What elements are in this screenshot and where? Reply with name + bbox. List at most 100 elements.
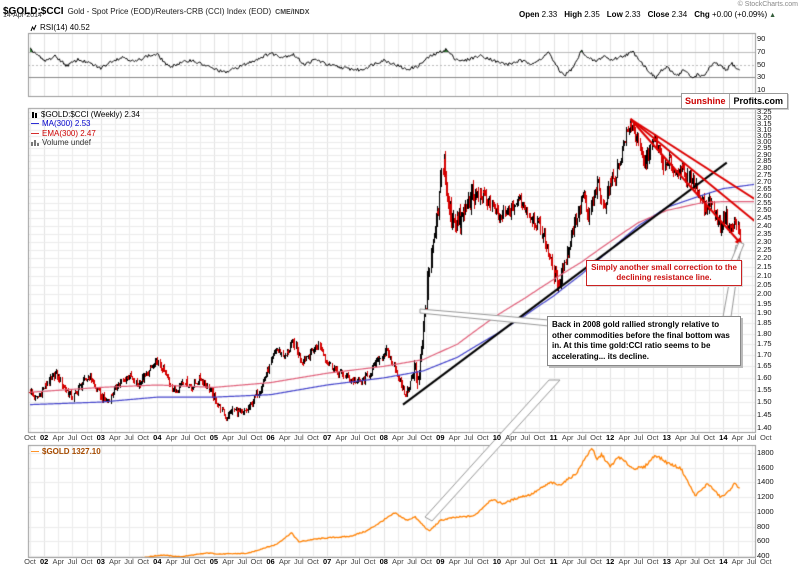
quote-low-label: Low bbox=[606, 10, 623, 19]
x-axis-label: Apr bbox=[505, 557, 517, 566]
gold-y-axis-label: 1800 bbox=[757, 448, 774, 457]
x-axis-label: Oct bbox=[420, 557, 433, 566]
x-axis-label: Oct bbox=[476, 557, 489, 566]
gold-y-axis-label: 800 bbox=[757, 521, 770, 531]
main-y-axis-label: 1.75 bbox=[757, 339, 772, 349]
x-axis-label: Oct bbox=[250, 557, 263, 566]
gold-y-axis-label: 1400 bbox=[757, 477, 774, 487]
x-axis-label: 14 bbox=[719, 557, 728, 566]
main-legend-label: EMA(300) 2.47 bbox=[42, 128, 96, 138]
x-axis-label: Oct bbox=[307, 557, 319, 566]
x-axis-label: Oct bbox=[193, 557, 206, 566]
x-axis-label: 08 bbox=[379, 433, 388, 442]
x-axis-label: Apr bbox=[392, 557, 404, 566]
main-y-axis-label: 2.25 bbox=[757, 244, 772, 254]
x-axis-label: Oct bbox=[759, 433, 772, 442]
main-y-axis-label: 1.85 bbox=[757, 318, 772, 328]
gold-y-axis-label: 1000 bbox=[757, 506, 774, 516]
x-axis-label: 03 bbox=[96, 433, 105, 442]
x-axis-label: Jul bbox=[237, 557, 248, 566]
x-axis-label: Jul bbox=[294, 557, 304, 566]
quote-chg-value: +0.00 (+0.09%) bbox=[709, 10, 768, 19]
x-axis-label: Jul bbox=[690, 433, 700, 442]
x-axis-label: Jul bbox=[577, 557, 587, 566]
x-axis-label: 07 bbox=[322, 433, 332, 442]
ohlc-quote-line: Open 2.33 High 2.35 Low 2.33 Close 2.34 Chg … bbox=[512, 10, 776, 19]
x-axis-label: Oct bbox=[646, 557, 659, 566]
x-axis-label: Apr bbox=[222, 557, 234, 566]
x-axis-label: Oct bbox=[363, 557, 376, 566]
x-axis-label: Jul bbox=[294, 433, 304, 442]
x-axis-label: Apr bbox=[109, 433, 121, 442]
gold-y-axis-label: 400 bbox=[757, 550, 770, 560]
x-axis-label: Apr bbox=[675, 557, 687, 566]
x-axis-label: 06 bbox=[266, 557, 275, 566]
main-legend-label: $GOLD:$CCI (Weekly) 2.34 bbox=[41, 110, 140, 119]
x-axis-label: Jul bbox=[690, 557, 700, 566]
x-axis-label: Oct bbox=[137, 433, 150, 442]
x-axis-label: Apr bbox=[731, 557, 744, 566]
main-y-axis-label: 2.05 bbox=[757, 279, 772, 289]
x-axis-label: Jul bbox=[124, 557, 134, 566]
gold-line-swatch-icon: — bbox=[31, 447, 39, 456]
x-axis-label: Apr bbox=[335, 557, 348, 566]
quote-chg-label: Chg bbox=[694, 10, 710, 19]
main-y-axis-label: 2.75 bbox=[757, 169, 772, 179]
main-legend-row: — MA(300) 2.53 bbox=[31, 119, 90, 128]
main-y-axis-label: 2.50 bbox=[757, 205, 772, 215]
x-axis-label: Apr bbox=[561, 433, 574, 442]
x-axis-label: Apr bbox=[675, 433, 687, 442]
x-axis-label: 14 bbox=[719, 433, 728, 442]
rsi-y-axis-label: 30 bbox=[757, 72, 766, 82]
volume-bars-icon bbox=[31, 139, 39, 146]
main-y-axis-label: 2.35 bbox=[757, 228, 772, 238]
x-axis-label: Apr bbox=[278, 557, 291, 566]
main-y-axis-label: 2.80 bbox=[757, 162, 772, 172]
x-axis-label: Oct bbox=[703, 557, 716, 566]
x-axis-label: Apr bbox=[561, 557, 574, 566]
change-up-arrow-icon: ▲ bbox=[767, 12, 776, 19]
quote-close-value: 2.34 bbox=[669, 10, 688, 19]
main-y-axis-label: 1.40 bbox=[757, 422, 772, 432]
x-axis-label: Jul bbox=[520, 433, 531, 442]
x-axis-label: Jul bbox=[407, 433, 417, 442]
main-y-axis-label: 2.30 bbox=[757, 236, 772, 246]
x-axis-label: Oct bbox=[646, 433, 659, 442]
x-axis-label: 04 bbox=[153, 557, 162, 566]
rsi-y-axis-label: 50 bbox=[757, 59, 766, 69]
x-axis-label: 02 bbox=[39, 557, 49, 566]
quote-high-label: High bbox=[564, 10, 582, 19]
x-axis-label: Oct bbox=[24, 433, 36, 442]
copyright: © StockCharts.com bbox=[737, 1, 798, 8]
x-axis-label: 05 bbox=[209, 433, 219, 442]
x-axis-label: 09 bbox=[436, 433, 445, 442]
x-axis-label: Jul bbox=[67, 557, 78, 566]
x-axis-label: Oct bbox=[590, 557, 602, 566]
quote-open-value: 2.33 bbox=[539, 10, 558, 19]
chart-date: 14-Apr-2014 bbox=[3, 12, 42, 19]
x-axis-label: Jul bbox=[520, 557, 531, 566]
main-y-axis-label: 2.15 bbox=[757, 262, 772, 272]
rsi-legend: RSI(14) 40.52 bbox=[30, 23, 90, 32]
x-axis-label: Jul bbox=[180, 433, 191, 442]
main-legend-row: $GOLD:$CCI (Weekly) 2.34 bbox=[31, 110, 140, 119]
x-axis-label: 12 bbox=[605, 557, 615, 566]
chart-header: $GOLD:$CCI Gold - Spot Price (EOD)/Reuter… bbox=[3, 1, 309, 19]
x-axis-label: Jul bbox=[124, 433, 134, 442]
x-axis-label: Apr bbox=[165, 433, 178, 442]
x-axis-label: Jul bbox=[350, 433, 361, 442]
quote-close-label: Close bbox=[647, 10, 670, 19]
x-axis-label: 06 bbox=[266, 433, 275, 442]
x-axis-label: Jul bbox=[180, 557, 191, 566]
x-axis-label: 08 bbox=[379, 557, 388, 566]
rsi-y-axis-label: 10 bbox=[757, 84, 766, 94]
main-y-axis-label: 2.40 bbox=[757, 220, 772, 230]
x-axis-label: Apr bbox=[278, 433, 291, 442]
main-y-axis-label: 1.70 bbox=[757, 350, 772, 360]
x-axis-label: 09 bbox=[436, 557, 445, 566]
main-y-axis-label: 2.55 bbox=[757, 198, 772, 207]
x-axis-label: 12 bbox=[605, 433, 615, 442]
main-legend-label: MA(300) 2.53 bbox=[42, 119, 91, 129]
rsi-label: RSI(14) 40.52 bbox=[40, 23, 90, 32]
x-axis-label: 13 bbox=[662, 433, 671, 442]
